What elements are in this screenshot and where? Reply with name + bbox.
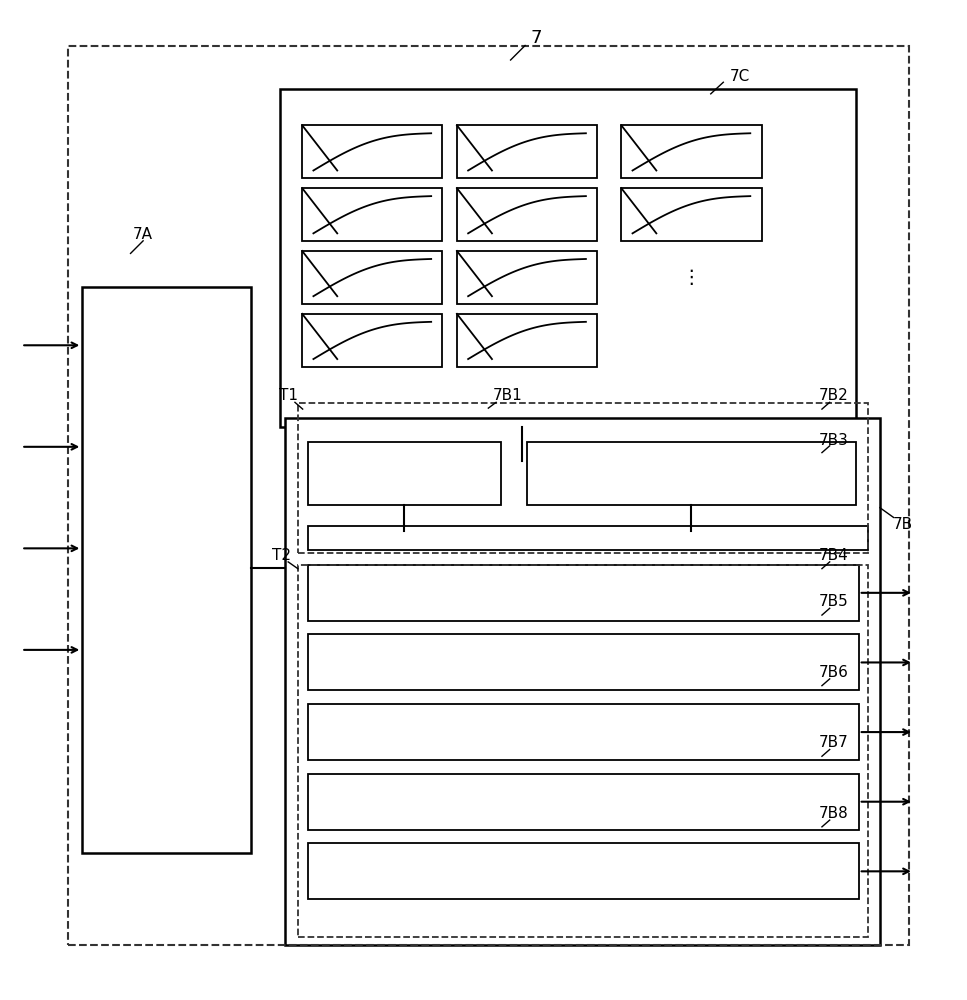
Text: 7: 7	[531, 29, 542, 47]
Bar	[308, 565, 859, 621]
Bar	[302, 314, 442, 367]
Text: 7B3: 7B3	[819, 433, 848, 448]
Bar	[308, 774, 859, 830]
Text: 7B6: 7B6	[819, 665, 848, 680]
Text: 7B4: 7B4	[819, 548, 848, 563]
Bar	[298, 403, 868, 553]
Bar	[621, 188, 762, 241]
Text: 7B7: 7B7	[819, 735, 848, 750]
Bar	[280, 89, 856, 427]
Bar	[308, 843, 859, 899]
Text: 7B8: 7B8	[819, 806, 848, 821]
Text: 7A: 7A	[133, 227, 153, 242]
Text: 7B: 7B	[894, 517, 913, 532]
Bar	[308, 704, 859, 760]
Text: T2: T2	[272, 548, 291, 563]
Text: T1: T1	[278, 388, 298, 403]
Bar	[457, 314, 597, 367]
Bar	[308, 442, 501, 505]
Bar	[457, 251, 597, 304]
Bar	[308, 526, 868, 550]
Bar	[298, 565, 868, 937]
Text: 7B5: 7B5	[819, 594, 848, 609]
Text: 7B2: 7B2	[819, 388, 848, 403]
Bar	[302, 251, 442, 304]
Bar	[285, 418, 880, 945]
Bar	[82, 287, 251, 853]
Text: ⋮: ⋮	[682, 268, 701, 287]
Bar	[527, 442, 856, 505]
Text: 7B1: 7B1	[493, 388, 522, 403]
Bar	[457, 188, 597, 241]
Bar	[302, 125, 442, 178]
Bar	[68, 46, 909, 945]
Text: 7C: 7C	[730, 69, 749, 84]
Bar	[308, 634, 859, 690]
Bar	[621, 125, 762, 178]
Bar	[457, 125, 597, 178]
Bar	[302, 188, 442, 241]
